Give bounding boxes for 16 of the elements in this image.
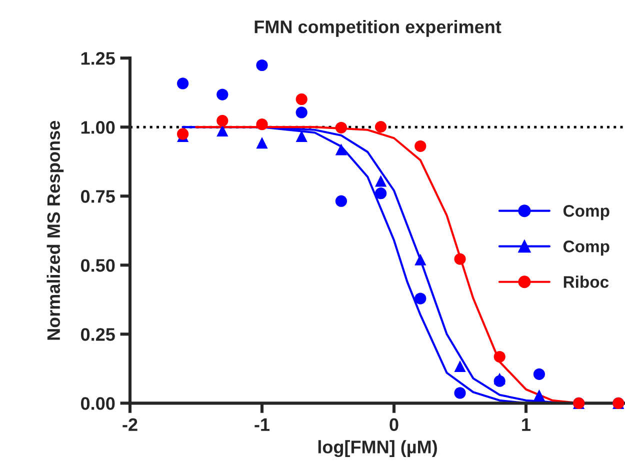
y-tick-label: 1.00 <box>81 121 115 134</box>
legend-label: Riboc <box>564 276 609 288</box>
y-tick-label: 1.25 <box>81 52 115 65</box>
y-tick-label: 0.00 <box>80 397 115 410</box>
y-tick-label: 0.50 <box>80 259 115 272</box>
legend-label: Comp <box>563 205 610 220</box>
x-tick-label: -1 <box>254 418 270 431</box>
x-axis-title: log[FMN] (µM) <box>318 440 437 458</box>
x-tick-label: 0 <box>390 418 398 432</box>
x-tick-label: 1 <box>522 418 531 431</box>
chart-title: FMN competition experiment <box>254 20 502 37</box>
x-tick-label: -2 <box>122 418 138 431</box>
y-axis-title: Normalized MS Response <box>46 120 64 340</box>
y-tick-label: 0.75 <box>80 190 115 203</box>
legend-label: Comp <box>563 240 610 256</box>
y-tick-label: 0.25 <box>80 328 115 341</box>
